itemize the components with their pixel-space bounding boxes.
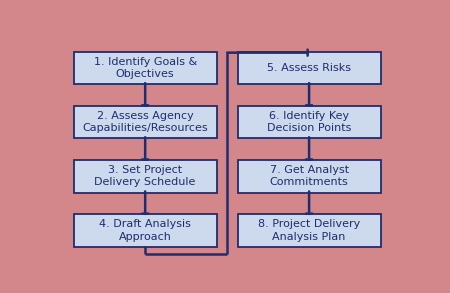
- FancyBboxPatch shape: [238, 106, 381, 138]
- Text: 1. Identify Goals &
Objectives: 1. Identify Goals & Objectives: [94, 57, 197, 79]
- Text: 5. Assess Risks: 5. Assess Risks: [267, 63, 351, 73]
- Text: 7. Get Analyst
Commitments: 7. Get Analyst Commitments: [270, 165, 349, 187]
- FancyBboxPatch shape: [238, 160, 381, 193]
- FancyBboxPatch shape: [74, 160, 217, 193]
- FancyBboxPatch shape: [74, 214, 217, 247]
- FancyBboxPatch shape: [238, 52, 381, 84]
- FancyBboxPatch shape: [238, 214, 381, 247]
- Text: 2. Assess Agency
Capabilities/Resources: 2. Assess Agency Capabilities/Resources: [82, 111, 208, 133]
- FancyBboxPatch shape: [74, 106, 217, 138]
- Text: 3. Set Project
Delivery Schedule: 3. Set Project Delivery Schedule: [94, 165, 196, 187]
- Text: 8. Project Delivery
Analysis Plan: 8. Project Delivery Analysis Plan: [258, 219, 360, 241]
- Text: 4. Draft Analysis
Approach: 4. Draft Analysis Approach: [99, 219, 191, 241]
- FancyBboxPatch shape: [74, 52, 217, 84]
- Text: 6. Identify Key
Decision Points: 6. Identify Key Decision Points: [267, 111, 351, 133]
